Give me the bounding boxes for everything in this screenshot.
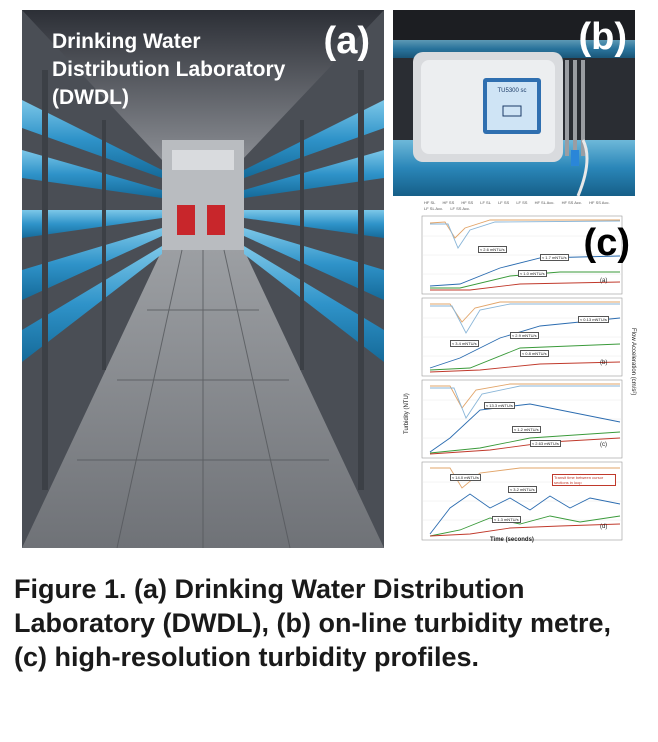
annotation: ≈ 3.4 mNTU/s: [450, 340, 479, 347]
annotation: ≈ 3.2 mNTU/s: [508, 486, 537, 493]
subplot-label-a: (a): [600, 278, 608, 284]
y-axis-left-label: Turbidity (NTU): [404, 393, 410, 434]
legend-entry: HF SL: [424, 200, 436, 205]
annotation: ≈ 2.63 mNTU/s: [530, 440, 561, 447]
annotation: ≈ 13.3 mNTU/s: [484, 402, 515, 409]
annotation: ≈ 1.7 mNTU/s: [540, 254, 569, 261]
panel-label-b: (b): [578, 16, 627, 58]
legend-entry: LF SL: [480, 200, 491, 205]
device-name: TU5300 sc: [497, 88, 527, 94]
legend-entry: LF SS: [516, 200, 528, 205]
legend-entry: LF SL Acc.: [424, 206, 444, 211]
panel-label-a: (a): [323, 20, 370, 62]
photo-turbidity-metre: TU5300 sc (b): [393, 10, 635, 196]
figure-caption: Figure 1. (a) Drinking Water Distributio…: [14, 574, 611, 672]
annotation: ≈ 2.6 mNTU/s: [478, 246, 507, 253]
panel-label-c: (c): [583, 222, 630, 264]
annotation: ≈ 1.3 mNTU/s: [492, 516, 521, 523]
subplot-label-c: (c): [600, 442, 607, 448]
subplot-label-d: (d): [600, 524, 608, 530]
annotation: ≈ 2.9 mNTU/s: [510, 332, 539, 339]
legend-entry: HF SL Acc.: [534, 200, 555, 205]
photo-dwdl-laboratory: Drinking Water Distribution Laboratory (…: [22, 10, 384, 548]
laboratory-title: Drinking Water Distribution Laboratory (…: [52, 30, 286, 109]
annotation: ≈ 1.2 mNTU/s: [512, 426, 541, 433]
annotation-transit-time: Transit time between cursor sections in …: [552, 474, 616, 486]
annotation: ≈ 0.13 mNTU/s: [578, 316, 609, 323]
x-axis-label: Time (seconds): [490, 537, 534, 543]
legend-entry: HF SS: [461, 200, 474, 205]
y-axis-right-label: Flow Acceleration (cm/s²): [630, 328, 636, 396]
legend-entry: HF SS: [442, 200, 455, 205]
turbidity-profiles-panel: HF SL HF SS HF SS LF SL LF SS LF SS HF S…: [400, 198, 640, 550]
annotation: ≈ 1.0 mNTU/s: [518, 270, 547, 277]
subplot-label-b: (b): [600, 360, 608, 366]
chart-legend: HF SL HF SS HF SS LF SL LF SS LF SS HF S…: [424, 200, 636, 212]
legend-entry: LF SS Acc.: [450, 206, 471, 211]
annotation: ≈ 14.0 mNTU/s: [450, 474, 481, 481]
legend-entry: HF SS Acc.: [561, 200, 583, 205]
legend-entry: HF SS Acc.: [589, 200, 610, 205]
legend-entry: LF SS: [498, 200, 510, 205]
profiles-plot: [421, 215, 623, 541]
annotation: ≈ 0.8 mNTU/s: [520, 350, 549, 357]
